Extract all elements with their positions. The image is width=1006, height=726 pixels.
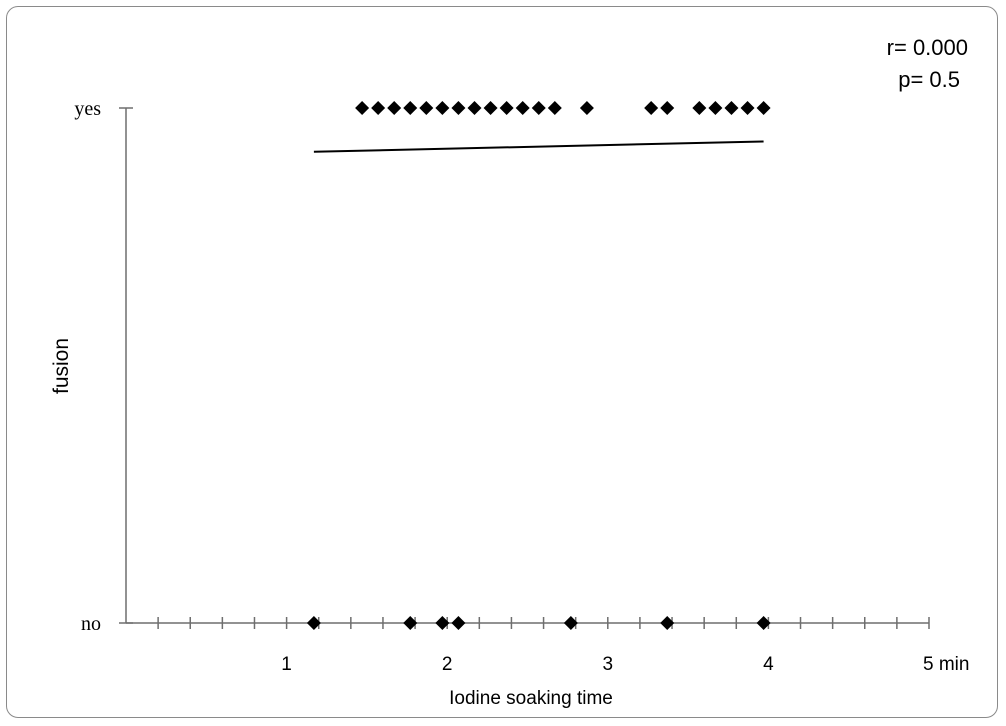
data-point-no: [660, 616, 675, 630]
x-axis-label: Iodine soaking time: [449, 688, 613, 709]
data-point-yes: [756, 101, 771, 115]
data-point-yes: [515, 101, 530, 115]
data-point-no: [451, 616, 466, 630]
data-point-yes: [644, 101, 659, 115]
data-point-yes: [355, 101, 370, 115]
data-point-no: [306, 616, 321, 630]
data-point-yes: [371, 101, 386, 115]
data-point-yes: [483, 101, 498, 115]
y-axis-label: fusion: [50, 338, 73, 394]
p-annotation: p= 0.5: [898, 67, 960, 92]
data-point-no: [756, 616, 771, 630]
data-point-yes: [499, 101, 514, 115]
y-tick-label-no: no: [81, 613, 101, 635]
x-tick-label: 2: [442, 654, 453, 675]
data-point-yes: [740, 101, 755, 115]
axes: [119, 107, 930, 629]
x-tick-label: 4: [763, 654, 774, 675]
r-annotation: r= 0.000: [887, 35, 968, 60]
data-point-yes: [724, 101, 739, 115]
x-tick-label: 3: [603, 654, 614, 675]
data-point-no: [563, 616, 578, 630]
y-tick-label-yes: yes: [74, 98, 101, 120]
data-point-no: [403, 616, 418, 630]
x-tick-labels: 1 2 3 4 5 min: [281, 654, 969, 675]
data-point-yes: [451, 101, 466, 115]
data-point-yes: [419, 101, 434, 115]
data-point-yes: [579, 101, 594, 115]
data-point-yes: [387, 101, 402, 115]
data-point-yes: [403, 101, 418, 115]
data-point-no: [435, 616, 450, 630]
data-point-yes: [467, 101, 482, 115]
data-point-yes: [547, 101, 562, 115]
trend-line: [313, 140, 764, 153]
chart-frame: [6, 6, 998, 718]
data-points: [306, 101, 771, 630]
x-tick-label: 5 min: [923, 654, 969, 675]
labels: yes no 1 2 3 4 5 min Iodine soaking time fus…: [50, 35, 969, 709]
x-tick-label: 1: [281, 654, 292, 675]
data-point-yes: [435, 101, 450, 115]
data-point-yes: [692, 101, 707, 115]
data-point-yes: [660, 101, 675, 115]
data-point-yes: [531, 101, 546, 115]
data-point-yes: [708, 101, 723, 115]
